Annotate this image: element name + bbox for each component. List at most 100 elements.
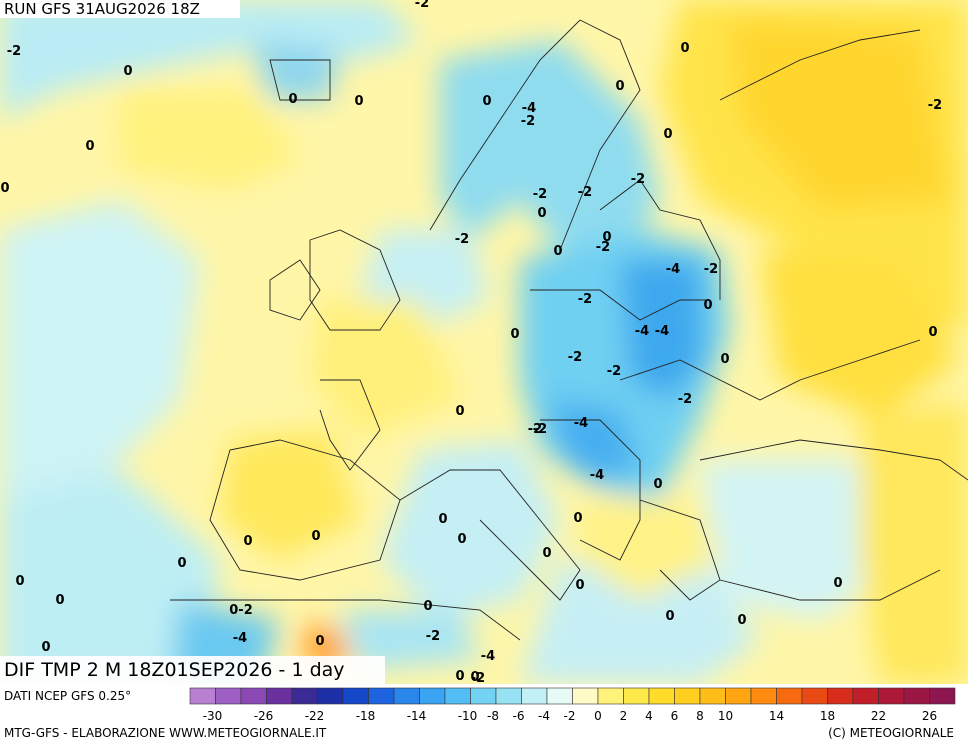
- legend-swatch: [699, 687, 726, 705]
- run-title: RUN GFS 31AUG2026 18Z: [0, 0, 240, 18]
- contour-label: 0: [602, 230, 611, 245]
- contour-label: 0: [41, 640, 50, 655]
- contour-label: -4: [666, 262, 680, 277]
- legend-swatch: [903, 687, 930, 705]
- legend-tick-label: -14: [407, 709, 427, 723]
- contour-label: 0: [573, 511, 582, 526]
- legend-swatch: [852, 687, 879, 705]
- contour-label: 0: [288, 92, 297, 107]
- legend-tick-label: 18: [820, 709, 835, 723]
- contour-label: 0: [457, 532, 466, 547]
- legend-tick-label: -4: [538, 709, 550, 723]
- data-source-label: DATI NCEP GFS 0.25°: [4, 689, 132, 703]
- contour-label: -2: [678, 392, 692, 407]
- contour-label: 0: [553, 244, 562, 259]
- legend-tick-label: -30: [203, 709, 223, 723]
- legend-swatch: [674, 687, 701, 705]
- contour-label: -2: [426, 629, 440, 644]
- contour-label: 0: [482, 94, 491, 109]
- contour-label: 0: [510, 327, 519, 342]
- contour-label: -4: [481, 649, 495, 664]
- contour-label: 0: [737, 613, 746, 628]
- contour-label: 0: [423, 599, 432, 614]
- legend-swatch: [801, 687, 828, 705]
- contour-label: 0: [177, 556, 186, 571]
- legend-swatch: [495, 687, 522, 705]
- legend-swatch: [597, 687, 624, 705]
- credit-right: (C) METEOGIORNALE: [828, 726, 954, 740]
- contour-label: 0: [833, 576, 842, 591]
- credit-left: MTG-GFS - ELABORAZIONE WWW.METEOGIORNALE…: [4, 726, 327, 740]
- legend-tick-label: -8: [487, 709, 499, 723]
- legend-tick-label: 2: [620, 709, 628, 723]
- legend-swatch: [648, 687, 675, 705]
- contour-label: 0: [542, 546, 551, 561]
- contour-label: 0: [438, 512, 447, 527]
- color-legend: -30 -26 -22 -18 -14 -10 -8 -6 -4 -2 0 2 4 6 8 10 14 18 22 2…: [189, 687, 956, 723]
- contour-label: -2: [455, 232, 469, 247]
- legend-swatch: [266, 687, 293, 705]
- legend-swatch: [776, 687, 803, 705]
- contour-label: 0: [455, 404, 464, 419]
- contour-label: -4: [233, 631, 247, 646]
- contour-label: 0: [243, 534, 252, 549]
- contour-label: -2: [928, 98, 942, 113]
- contour-label: -2: [578, 185, 592, 200]
- legend-tick-label: -26: [254, 709, 274, 723]
- legend-tick-label: 8: [696, 709, 704, 723]
- legend-tick-label: -10: [458, 709, 478, 723]
- legend-swatch: [215, 687, 242, 705]
- contour-label: -2: [631, 172, 645, 187]
- contour-label: -4: [655, 324, 669, 339]
- contour-label: -2: [607, 364, 621, 379]
- contour-label: 0: [0, 181, 9, 196]
- legend-swatch: [750, 687, 777, 705]
- contour-label: 0: [680, 41, 689, 56]
- contour-label: 0: [85, 139, 94, 154]
- coastlines: [170, 19, 968, 641]
- legend-swatch: [470, 687, 497, 705]
- legend-tick-label: 0: [594, 709, 602, 723]
- map-title: DIF TMP 2 M 18Z01SEP2026 - 1 day: [0, 656, 385, 684]
- contour-label: 0-2: [229, 603, 253, 618]
- contour-label: -4: [635, 324, 649, 339]
- legend-swatch: [623, 687, 650, 705]
- legend-swatch: [572, 687, 599, 705]
- contour-label: -2: [533, 187, 547, 202]
- legend-tick-label: -2: [564, 709, 576, 723]
- legend-swatch: [521, 687, 548, 705]
- legend-tick-label: 10: [718, 709, 733, 723]
- contour-label: -2: [415, 0, 429, 11]
- contour-label: 0: [928, 325, 937, 340]
- legend-swatch: [317, 687, 344, 705]
- legend-swatch: [368, 687, 395, 705]
- contour-label: -4: [522, 101, 536, 116]
- contour-label: -2: [578, 292, 592, 307]
- contour-label: 0: [15, 574, 24, 589]
- legend-tick-label: 6: [671, 709, 679, 723]
- legend-swatch: [546, 687, 573, 705]
- contour-label: 0: [455, 669, 464, 684]
- legend-tick-label: 22: [871, 709, 886, 723]
- legend-swatch: [189, 687, 216, 705]
- contour-label: 0: [470, 670, 479, 684]
- contour-label: 0: [55, 593, 64, 608]
- legend-tick-label: 26: [922, 709, 937, 723]
- contour-label: -4: [574, 416, 588, 431]
- contour-label: 0: [663, 127, 672, 142]
- contour-label: 0: [537, 206, 546, 221]
- legend-tick-label: -18: [356, 709, 376, 723]
- contour-label: 0: [720, 352, 729, 367]
- legend-swatch: [827, 687, 854, 705]
- contour-label: 0: [665, 609, 674, 624]
- legend-swatch: [240, 687, 267, 705]
- legend-swatch: [929, 687, 956, 705]
- contour-label: 0: [354, 94, 363, 109]
- legend-tick-label: 14: [769, 709, 784, 723]
- legend-tick-label: 4: [645, 709, 653, 723]
- contour-label: -2: [521, 114, 535, 129]
- legend-tick-label: -22: [305, 709, 325, 723]
- contour-label: -2: [568, 350, 582, 365]
